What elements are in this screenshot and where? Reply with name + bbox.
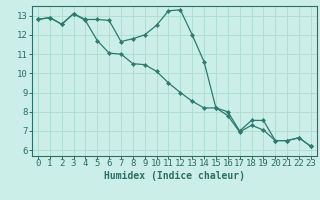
X-axis label: Humidex (Indice chaleur): Humidex (Indice chaleur)	[104, 171, 245, 181]
